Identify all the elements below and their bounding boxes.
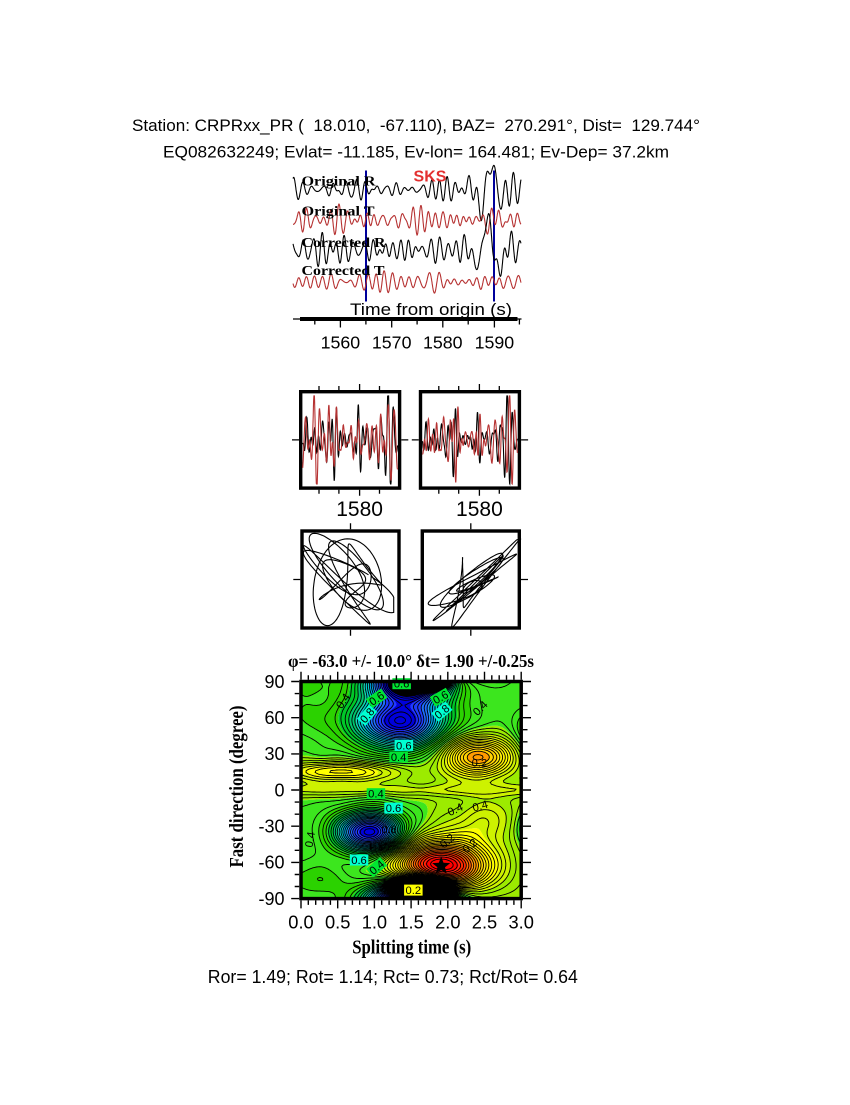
svg-text:0.0: 0.0 bbox=[288, 912, 313, 933]
svg-text:0.5: 0.5 bbox=[325, 912, 350, 933]
svg-text:EQ082632249; Evlat= -11.185, E: EQ082632249; Evlat= -11.185, Ev-lon= 164… bbox=[163, 144, 669, 162]
svg-text:Station: CRPRxx_PR ( 18.010,: Station: CRPRxx_PR ( 18.010, -67.110), B… bbox=[132, 117, 700, 135]
svg-text:Corrected R: Corrected R bbox=[302, 235, 386, 250]
svg-text:1580: 1580 bbox=[336, 498, 383, 521]
svg-text:0: 0 bbox=[274, 780, 284, 800]
svg-text:3.0: 3.0 bbox=[508, 912, 533, 933]
svg-text:Time from origin (s): Time from origin (s) bbox=[350, 301, 512, 319]
svg-text:1590: 1590 bbox=[475, 333, 515, 353]
svg-text:Fast direction (degree): Fast direction (degree) bbox=[226, 706, 248, 868]
svg-text:-30: -30 bbox=[258, 817, 284, 837]
svg-text:0.6: 0.6 bbox=[351, 855, 367, 867]
svg-text:Splitting time (s): Splitting time (s) bbox=[352, 937, 471, 959]
svg-text:2.5: 2.5 bbox=[472, 912, 497, 933]
svg-text:0.8: 0.8 bbox=[381, 824, 397, 836]
svg-text:-90: -90 bbox=[258, 889, 284, 909]
svg-text:1580: 1580 bbox=[456, 498, 503, 521]
svg-text:1570: 1570 bbox=[372, 333, 412, 353]
svg-text:0.4: 0.4 bbox=[471, 799, 489, 815]
svg-text:0.6: 0.6 bbox=[386, 803, 402, 815]
svg-text:1560: 1560 bbox=[321, 333, 361, 353]
svg-text:1.0: 1.0 bbox=[362, 912, 387, 933]
svg-text:Corrected T: Corrected T bbox=[302, 263, 385, 278]
svg-text:Ror= 1.49; Rot= 1.14; Rct= 0.7: Ror= 1.49; Rot= 1.14; Rct= 0.73; Rct/Rot… bbox=[208, 967, 578, 987]
svg-text:φ= -63.0 +/- 10.0° δt= 1.90 +/: φ= -63.0 +/- 10.0° δt= 1.90 +/-0.25s bbox=[288, 651, 534, 671]
svg-text:-60: -60 bbox=[258, 853, 284, 873]
svg-text:0.6: 0.6 bbox=[396, 740, 412, 752]
svg-text:Original T: Original T bbox=[302, 204, 375, 219]
svg-text:1.5: 1.5 bbox=[398, 912, 423, 933]
svg-text:0.4: 0.4 bbox=[446, 801, 465, 818]
svg-text:90: 90 bbox=[264, 672, 284, 692]
svg-text:0.2: 0.2 bbox=[472, 757, 488, 769]
svg-text:30: 30 bbox=[264, 744, 284, 764]
svg-text:Original R: Original R bbox=[302, 174, 376, 189]
svg-text:0.4: 0.4 bbox=[304, 831, 319, 848]
svg-text:1580: 1580 bbox=[423, 333, 463, 353]
svg-text:2.0: 2.0 bbox=[435, 912, 460, 933]
svg-text:60: 60 bbox=[264, 708, 284, 728]
svg-text:0.4: 0.4 bbox=[391, 752, 407, 764]
svg-text:SKS: SKS bbox=[414, 169, 447, 186]
svg-text:0.2: 0.2 bbox=[406, 885, 422, 897]
svg-text:0.4: 0.4 bbox=[368, 789, 384, 801]
